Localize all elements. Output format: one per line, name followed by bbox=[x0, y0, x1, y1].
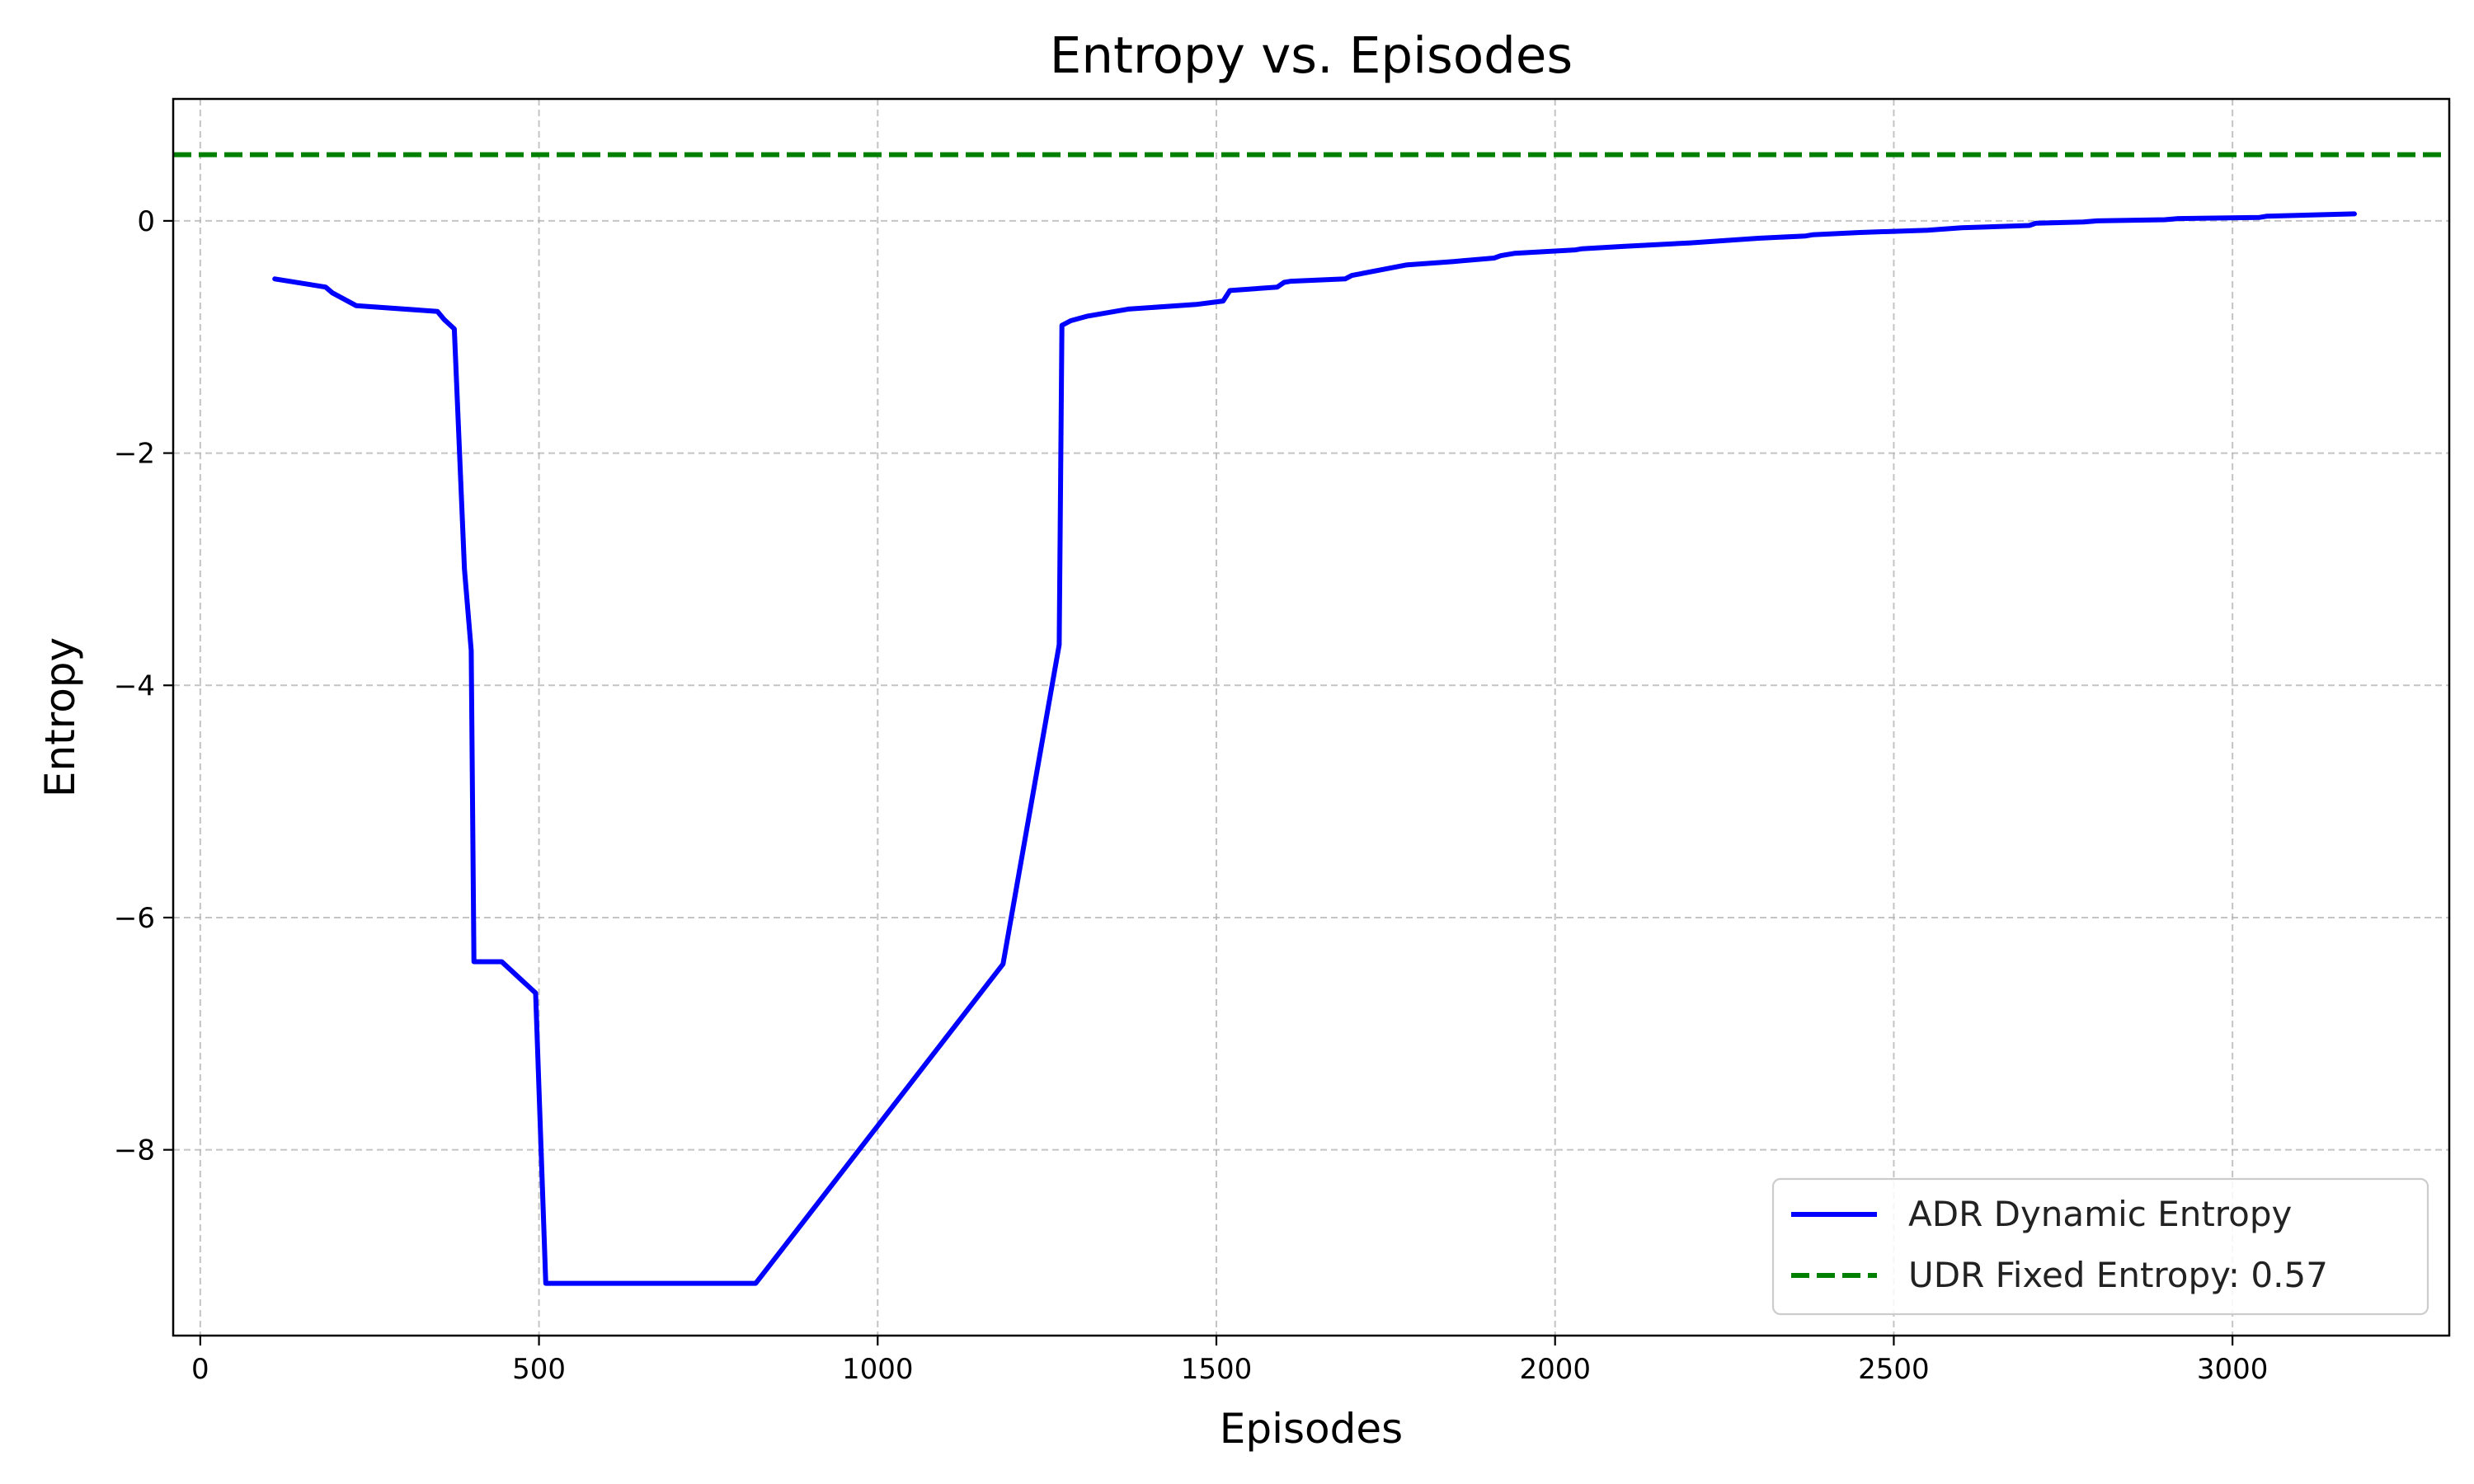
y-axis-label: Entropy bbox=[36, 637, 84, 797]
grid-layer bbox=[173, 99, 2449, 1336]
y-tick-label: −4 bbox=[114, 669, 155, 702]
x-tick-label: 1500 bbox=[1181, 1353, 1253, 1386]
y-tick-label: −2 bbox=[114, 438, 155, 471]
x-tick-label: 1000 bbox=[842, 1353, 914, 1386]
legend-label-udr: UDR Fixed Entropy: 0.57 bbox=[1908, 1255, 2328, 1295]
legend-box bbox=[1771, 1177, 2429, 1316]
x-tick-label: 0 bbox=[191, 1353, 209, 1386]
plot-layer bbox=[173, 152, 2449, 1286]
chart-title: Entropy vs. Episodes bbox=[1050, 26, 1573, 85]
tick-layer: 0 500 1000 1500 2000 2500 3000 0 −2 −4 −6 −8 bbox=[114, 205, 2269, 1386]
plot-frame bbox=[172, 97, 2451, 1337]
legend: ADR Dynamic Entropy UDR Fixed Entropy: 0… bbox=[1771, 1177, 2429, 1316]
y-tick-label: 0 bbox=[137, 205, 155, 238]
x-axis-label: Episodes bbox=[1220, 1405, 1403, 1453]
y-tick-label: −8 bbox=[114, 1134, 155, 1167]
x-tick-label: 3000 bbox=[2197, 1353, 2269, 1386]
x-tick-label: 500 bbox=[512, 1353, 566, 1386]
x-tick-label: 2500 bbox=[1858, 1353, 1930, 1386]
legend-label-adr: ADR Dynamic Entropy bbox=[1908, 1194, 2292, 1234]
y-tick-label: −6 bbox=[114, 902, 155, 935]
x-tick-label: 2000 bbox=[1519, 1353, 1591, 1386]
series-adr-dynamic-entropy bbox=[272, 211, 2357, 1286]
